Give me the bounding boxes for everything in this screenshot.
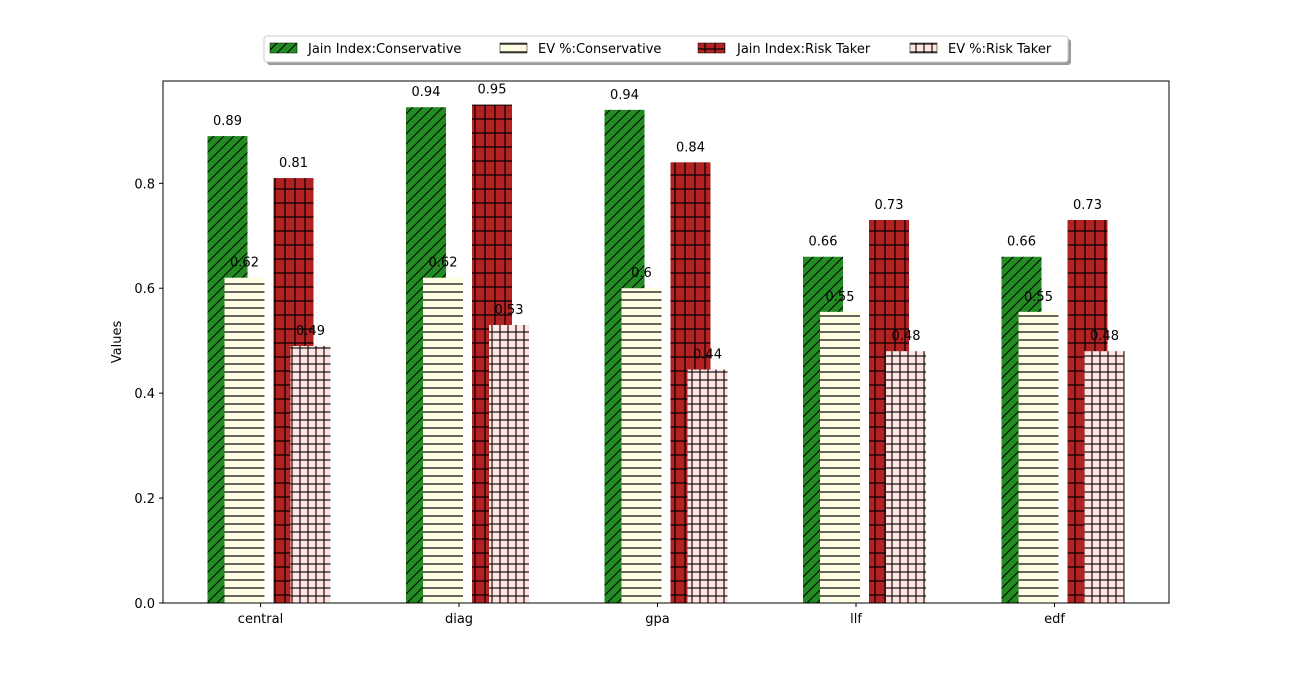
y-tick-label: 0.6	[134, 282, 155, 297]
bar-ev-risk-taker-gpa	[687, 369, 728, 603]
y-axis-title: Values	[110, 321, 125, 364]
data-label-jain-index-risk-taker-central: 0.81	[279, 156, 308, 171]
bar-ev-conservative-llf	[820, 311, 860, 603]
legend-label-ev-risk-taker: EV %:Risk Taker	[948, 42, 1052, 57]
legend-swatch-jain-conservative	[269, 42, 298, 54]
legend-swatch-ev-conservative	[499, 42, 528, 54]
data-label-ev-conservative-central: 0.62	[230, 256, 259, 271]
y-tick-label: 0.2	[134, 492, 155, 507]
x-axis: central diag gpa llf edf	[238, 603, 1065, 627]
data-label-jain-index-risk-taker-diag: 0.95	[478, 83, 507, 98]
legend-label-jain-risk-taker: Jain Index:Risk Taker	[736, 42, 871, 57]
data-label-jain-index-risk-taker-edf: 0.73	[1073, 198, 1102, 213]
data-label-jain-index-risk-taker-gpa: 0.84	[676, 140, 705, 155]
data-label-ev-conservative-gpa: 0.6	[631, 266, 652, 281]
bar-ev-risk-taker-edf	[1084, 351, 1125, 603]
data-label-ev-conservative-diag: 0.62	[429, 256, 458, 271]
y-tick-label: 0.0	[134, 597, 155, 612]
data-label-ev-risk-taker-central: 0.49	[296, 324, 325, 339]
bar-ev-risk-taker-diag	[489, 324, 529, 603]
y-tick-label: 0.4	[134, 387, 155, 402]
legend: Jain Index:Conservative EV %:Conservativ…	[263, 35, 1071, 65]
data-label-jain-index-risk-taker-llf: 0.73	[875, 198, 904, 213]
legend-swatch-jain-risk-taker	[697, 42, 726, 54]
data-label-ev-risk-taker-gpa: 0.44	[693, 348, 722, 363]
data-label-jain-index-conservative-diag: 0.94	[412, 85, 441, 100]
data-label-jain-index-conservative-llf: 0.66	[809, 235, 838, 250]
x-tick-label-diag: diag	[445, 612, 473, 627]
y-axis: 0.0 0.2 0.4 0.6 0.8	[134, 177, 163, 612]
legend-swatch-ev-risk-taker	[909, 42, 938, 54]
x-tick-label-gpa: gpa	[645, 612, 669, 627]
data-label-ev-risk-taker-diag: 0.53	[495, 303, 524, 318]
x-tick-label-edf: edf	[1044, 612, 1065, 627]
data-label-jain-index-conservative-gpa: 0.94	[610, 88, 639, 103]
data-label-ev-risk-taker-llf: 0.48	[892, 329, 921, 344]
bar-ev-risk-taker-central	[290, 345, 331, 603]
bar-ev-risk-taker-llf	[886, 351, 926, 603]
legend-label-jain-conservative: Jain Index:Conservative	[307, 42, 461, 57]
data-label-ev-conservative-llf: 0.55	[826, 290, 855, 305]
x-tick-label-central: central	[238, 612, 283, 627]
data-label-ev-conservative-edf: 0.55	[1024, 290, 1053, 305]
bar-ev-conservative-diag	[423, 277, 463, 603]
data-label-ev-risk-taker-edf: 0.48	[1090, 329, 1119, 344]
legend-label-ev-conservative: EV %:Conservative	[538, 42, 661, 57]
bars-layer	[207, 104, 1125, 604]
bar-ev-conservative-edf	[1018, 311, 1059, 603]
bar-ev-conservative-central	[224, 277, 265, 603]
data-label-jain-index-conservative-edf: 0.66	[1007, 235, 1036, 250]
data-label-jain-index-conservative-central: 0.89	[213, 114, 242, 129]
data-labels-layer: 0.89 0.94 0.94 0.66 0.66 0.62 0.62 0.6 0.55 0.55 0…	[213, 83, 1119, 363]
bar-ev-conservative-gpa	[621, 288, 662, 603]
plot-area-frame	[162, 80, 1170, 604]
x-tick-label-llf: llf	[850, 612, 862, 627]
legend-box	[263, 35, 1069, 63]
y-tick-label: 0.8	[134, 177, 155, 192]
